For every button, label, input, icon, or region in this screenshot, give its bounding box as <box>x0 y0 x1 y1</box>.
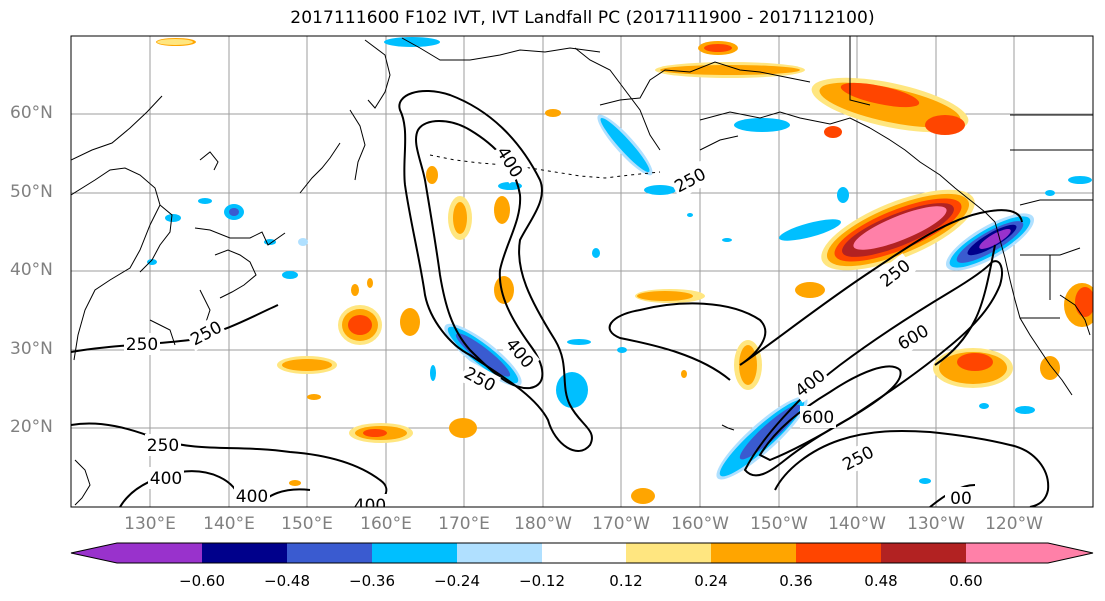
longitude-label: 140°W <box>828 514 886 534</box>
longitude-label: 120°W <box>985 514 1043 534</box>
latitude-label: 50°N <box>10 182 53 202</box>
contour-label: 250 <box>126 335 158 355</box>
ivt-contours <box>71 90 1050 507</box>
latitude-label: 30°N <box>10 339 53 359</box>
colorbar-tick-label: −0.60 <box>179 572 225 590</box>
contour-label: 250 <box>147 436 179 456</box>
colorbar-tick-label: 0.36 <box>779 572 813 590</box>
colorbar-tick-label: −0.36 <box>349 572 395 590</box>
contour-label: 00 <box>950 489 972 509</box>
colorbar-tick-label: 0.24 <box>694 572 728 590</box>
colorbar-segment <box>372 543 457 563</box>
colorbar-segment <box>881 543 966 563</box>
contour-label: 400 <box>150 469 182 489</box>
grid-lines <box>71 36 1093 507</box>
colorbar-segment <box>457 543 542 563</box>
colorbar <box>70 542 1094 564</box>
contour-label: 600 <box>802 408 834 428</box>
colorbar-tick-label: −0.24 <box>434 572 480 590</box>
latitude-label: 40°N <box>10 260 53 280</box>
colorbar-segment <box>202 543 287 563</box>
colorbar-tick-label: −0.12 <box>519 572 565 590</box>
colorbar-segment <box>711 543 796 563</box>
longitude-label: 180°W <box>514 514 572 534</box>
contour-label: 400 <box>354 496 386 516</box>
positive-anomaly-shading <box>156 38 1093 504</box>
colorbar-tick-label: 0.48 <box>864 572 898 590</box>
negative-anomaly-shading <box>147 37 1092 484</box>
political-borders <box>849 36 1093 319</box>
colorbar-tick-label: 0.12 <box>609 572 643 590</box>
colorbar-tick-label: −0.48 <box>264 572 310 590</box>
longitude-label: 150°E <box>281 514 333 534</box>
map-title: 2017111600 F102 IVT, IVT Landfall PC (20… <box>290 8 875 28</box>
colorbar-segment <box>117 543 202 563</box>
longitude-label: 170°W <box>592 514 650 534</box>
colorbar-tick-label: 0.60 <box>949 572 983 590</box>
longitude-label: 150°W <box>750 514 808 534</box>
longitude-label: 170°E <box>438 514 490 534</box>
colorbar-low-extension <box>71 543 117 563</box>
colorbar-segment <box>287 543 372 563</box>
longitude-label: 140°E <box>203 514 255 534</box>
latitude-label: 60°N <box>10 103 53 123</box>
map-frame <box>70 35 1094 508</box>
latitude-label: 20°N <box>10 417 53 437</box>
colorbar-outline <box>70 542 1094 564</box>
colorbar-segment <box>542 543 626 563</box>
colorbar-segment <box>796 543 881 563</box>
colorbar-segment <box>626 543 711 563</box>
longitude-label: 160°W <box>671 514 729 534</box>
contour-label: 400 <box>236 487 268 507</box>
longitude-label: 130°W <box>907 514 965 534</box>
longitude-label: 160°E <box>360 514 412 534</box>
colorbar-segment <box>966 543 1048 563</box>
contour-labels: 400 250 250 250 400 250 250 600 400 600 … <box>124 140 973 516</box>
longitude-label: 130°E <box>124 514 176 534</box>
colorbar-high-extension <box>1048 543 1093 563</box>
